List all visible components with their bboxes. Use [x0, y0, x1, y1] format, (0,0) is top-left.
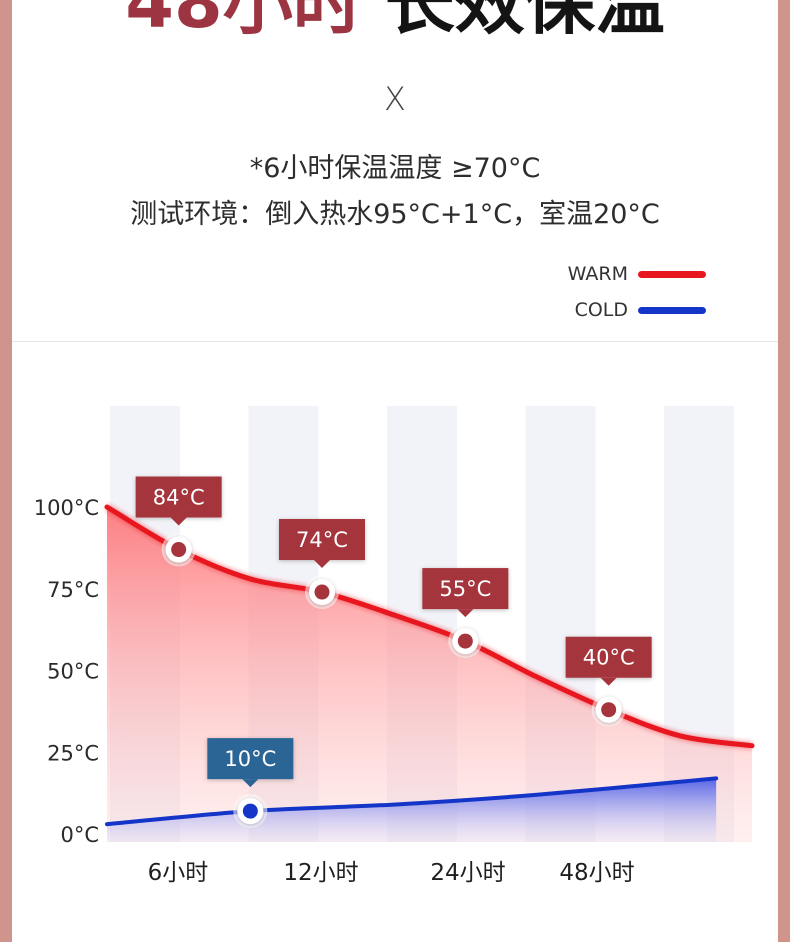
callout-box	[279, 519, 365, 561]
warm-marker: 40°C	[565, 636, 652, 727]
callout-pointer	[600, 677, 617, 686]
legend-cold-line	[638, 306, 706, 314]
callout-box	[565, 636, 652, 678]
headline-black: 长效保温	[384, 0, 665, 44]
headline-red: 48小时	[125, 0, 363, 44]
legend-cold: COLD	[575, 298, 706, 322]
y-tick-label: 50°C	[47, 660, 99, 684]
note-line-1: *6小时保温温度 ≥70°C	[249, 153, 541, 184]
callout-pointer	[170, 517, 187, 526]
callout-label: 74°C	[296, 528, 348, 552]
note-line-2: 测试环境：倒入热水95°C+1°C，室温20°C	[130, 199, 660, 230]
marker-dot	[314, 584, 330, 600]
marker-dot	[457, 633, 473, 649]
cold-marker: 10°C	[207, 738, 294, 829]
marker-dot	[242, 803, 258, 819]
cross-mark: X	[384, 80, 406, 118]
y-axis: 0°C 25°C 50°C 75°C 100°C	[34, 496, 99, 847]
callout-pointer	[457, 609, 474, 618]
y-tick-label: 100°C	[34, 496, 99, 520]
data-markers: 84°C 74°C 55°C 40°C 10°C	[135, 476, 652, 829]
x-tick-label: 48小时	[559, 860, 634, 886]
temperature-chart: 0°C 25°C 50°C 75°C 100°C 6小时 12小时 24小时 48小时 84°…	[34, 406, 755, 886]
y-tick-label: 0°C	[60, 823, 99, 847]
poster-card: 48小时 长效保温 X *6小时保温温度 ≥70°C 测试环境：倒入热水95°C+…	[12, 0, 778, 942]
y-tick-label: 75°C	[47, 578, 99, 602]
marker-dot	[601, 702, 617, 718]
callout-pointer	[314, 560, 330, 569]
x-tick-label: 6小时	[148, 860, 209, 886]
warm-marker: 74°C	[279, 519, 365, 610]
x-tick-label: 12小时	[283, 860, 358, 886]
callout-label: 10°C	[224, 747, 276, 771]
legend-cold-label: COLD	[574, 299, 628, 321]
callout-pointer	[242, 779, 259, 788]
callout-label: 40°C	[583, 646, 635, 670]
legend-warm-label: WARM	[567, 263, 628, 285]
warm-line	[104, 504, 755, 749]
divider	[12, 341, 778, 342]
x-tick-label: 24小时	[430, 860, 505, 886]
callout-label: 55°C	[439, 577, 491, 601]
x-axis: 6小时 12小时 24小时 48小时	[148, 860, 635, 886]
series-lines	[104, 503, 755, 827]
warm-marker: 55°C	[422, 568, 509, 659]
headline: 48小时 长效保温	[12, 0, 778, 44]
callout-label: 84°C	[153, 486, 205, 510]
legend-warm-line	[638, 270, 706, 278]
callout-box	[207, 738, 294, 780]
y-tick-label: 25°C	[47, 741, 99, 765]
cold-line	[105, 776, 719, 827]
marker-dot	[171, 542, 187, 558]
warm-marker: 84°C	[135, 476, 222, 567]
callout-box	[135, 476, 222, 518]
legend-warm: WARM	[568, 262, 706, 286]
callout-box	[422, 568, 509, 610]
